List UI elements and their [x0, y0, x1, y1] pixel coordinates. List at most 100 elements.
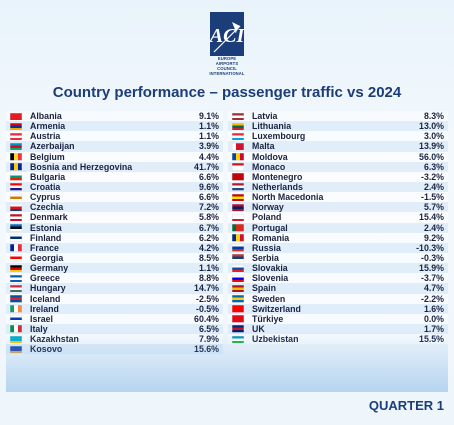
change-value: 1.1% [198, 131, 219, 142]
table-row: Italy 6.5% [6, 323, 223, 335]
change-value: 3.0% [423, 131, 444, 142]
country-name: Belgium [30, 151, 65, 162]
monaco-flag-icon [232, 163, 244, 171]
change-value: 8.3% [423, 111, 444, 121]
change-value: 1.6% [423, 303, 444, 314]
country-name: Uzbekistan [252, 334, 299, 345]
country-name: Norway [252, 202, 284, 213]
table-row: Malta 13.9% [228, 141, 448, 152]
country-name: Croatia [30, 181, 61, 192]
country-name: Denmark [30, 212, 68, 223]
country-name: Kosovo [30, 344, 63, 355]
change-value: -10.3% [416, 242, 444, 253]
hungary-flag-icon [10, 284, 22, 293]
change-value: 56.0% [419, 151, 444, 162]
change-value: 8.5% [198, 252, 219, 263]
change-value: 9.6% [198, 181, 219, 192]
change-value: -3.2% [421, 171, 444, 182]
belgium-flag-icon [10, 153, 22, 161]
country-table: Albania 9.1% Armenia 1.1% Austria 1.1% Azerbai… [6, 111, 448, 391]
change-value: 2.4% [423, 222, 444, 233]
country-name: Azerbaijan [30, 141, 75, 152]
luxembourg-flag-icon [232, 132, 244, 141]
north-macedonia-flag-icon [232, 193, 244, 202]
logo-org2: INTERNATIONAL [209, 71, 245, 76]
table-row: Austria 1.1% [6, 131, 223, 142]
country-name: Türkiye [252, 313, 284, 324]
country-name: Czechia [30, 202, 64, 213]
table-row: Armenia 1.1% [6, 121, 223, 132]
table-row: Ireland -0.5% [6, 303, 223, 314]
italy-flag-icon [10, 325, 22, 333]
norway-flag-icon [232, 203, 244, 212]
switzerland-flag-icon [232, 305, 244, 313]
table-row: North Macedonia -1.5% [228, 192, 448, 203]
change-value: 6.5% [198, 323, 219, 334]
denmark-flag-icon [10, 213, 22, 222]
country-name: Russia [252, 242, 281, 253]
estonia-flag-icon [10, 224, 22, 232]
change-value: 3.9% [198, 141, 219, 152]
table-row: Uzbekistan 15.5% [228, 334, 448, 345]
change-value: 9.2% [423, 232, 444, 243]
finland-flag-icon [10, 234, 22, 242]
cyprus-flag-icon [10, 193, 22, 202]
country-name: Finland [30, 232, 62, 243]
georgia-flag-icon [10, 254, 22, 262]
table-row: Georgia 8.5% [6, 252, 223, 264]
bulgaria-flag-icon [10, 173, 22, 181]
change-value: 15.5% [419, 334, 444, 345]
change-value: 7.9% [198, 334, 219, 345]
armenia-flag-icon [10, 122, 22, 131]
table-row: Azerbaijan 3.9% [6, 141, 223, 152]
table-row: Poland 15.4% [228, 212, 448, 223]
change-value: 6.6% [198, 171, 219, 182]
country-name: Switzerland [252, 303, 301, 314]
montenegro-flag-icon [232, 173, 244, 181]
country-name: Netherlands [252, 181, 303, 192]
kazakhstan-flag-icon [10, 335, 22, 344]
change-value: 60.4% [194, 313, 219, 324]
iceland-flag-icon [10, 295, 22, 303]
left-column: Albania 9.1% Armenia 1.1% Austria 1.1% Azerbai… [6, 111, 223, 355]
uk-flag-icon [232, 325, 244, 333]
change-value: 6.2% [198, 232, 219, 243]
azerbaijan-flag-icon [10, 142, 22, 151]
change-value: 6.3% [423, 161, 444, 172]
change-value: 6.6% [198, 192, 219, 203]
logo-org: AIRPORTS COUNCIL [215, 61, 239, 71]
table-row: Sweden -2.2% [228, 293, 448, 304]
change-value: 5.7% [423, 202, 444, 213]
change-value: -0.3% [421, 252, 444, 263]
aci-europe-logo: ACI EUROPE AIRPORTS COUNCIL INTERNATIONA… [207, 12, 247, 76]
table-row: Monaco 6.3% [228, 161, 448, 172]
country-name: Luxembourg [252, 131, 306, 142]
change-value: 0.0% [423, 313, 444, 324]
table-row: Moldova 56.0% [228, 151, 448, 162]
country-name: France [30, 242, 59, 253]
change-value: 1.7% [423, 323, 444, 334]
country-name: Poland [252, 212, 282, 223]
country-name: Israel [30, 313, 53, 324]
table-row: Portugal 2.4% [228, 222, 448, 233]
change-value: 4.2% [198, 242, 219, 253]
table-row: Spain 4.7% [228, 283, 448, 294]
country-name: Slovenia [252, 273, 289, 284]
svg-text:ACI: ACI [210, 25, 244, 47]
table-row: Montenegro -3.2% [228, 171, 448, 182]
table-row: Lithuania 13.0% [228, 121, 448, 132]
country-name: Kazakhstan [30, 334, 79, 345]
table-row: France 4.2% [6, 242, 223, 253]
country-name: Malta [252, 141, 275, 152]
country-name: UK [252, 323, 265, 334]
germany-flag-icon [10, 264, 22, 273]
country-name: Greece [30, 273, 60, 284]
country-name: Spain [252, 283, 276, 294]
change-value: 13.0% [419, 121, 444, 132]
table-row: Kosovo 15.6% [6, 344, 223, 355]
latvia-flag-icon [232, 112, 244, 120]
table-row: UK 1.7% [228, 323, 448, 335]
kosovo-flag-icon [10, 345, 22, 354]
table-row: Slovakia 15.9% [228, 263, 448, 274]
